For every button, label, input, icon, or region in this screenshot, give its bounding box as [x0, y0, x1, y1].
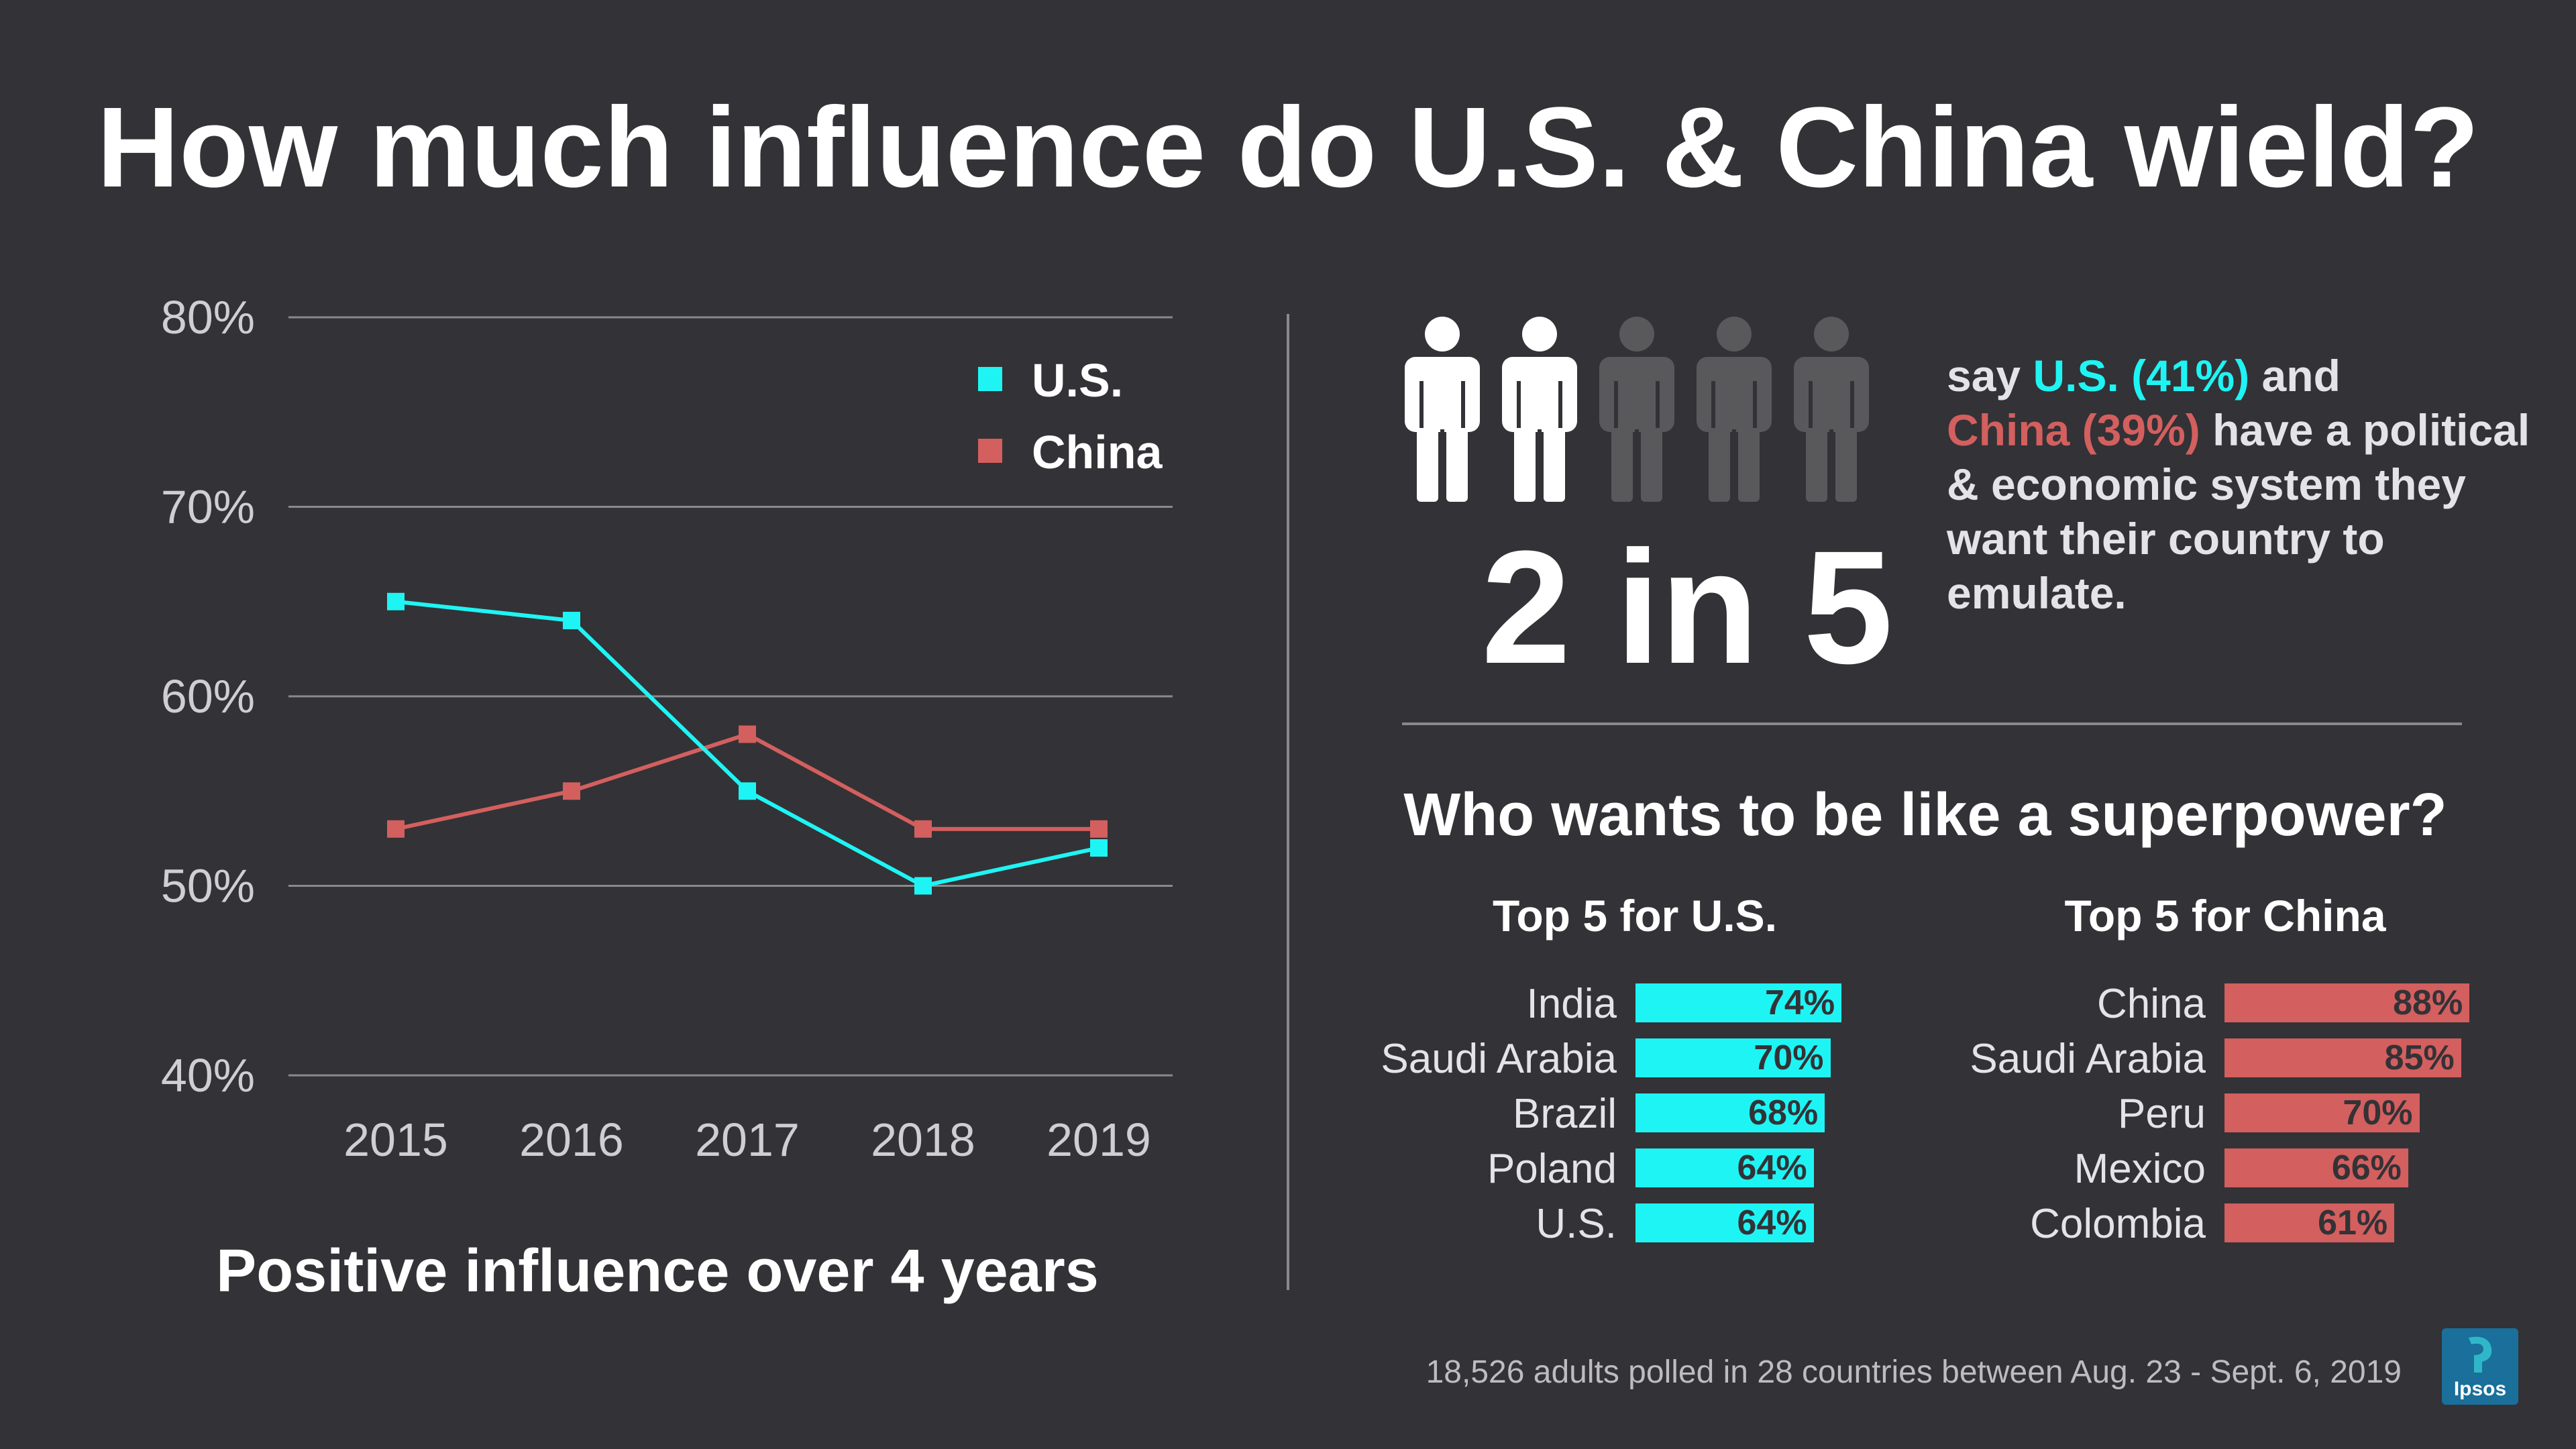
china-bar: 88%: [2224, 983, 2470, 1022]
person-icon: [1597, 315, 1677, 503]
data-point-us: [914, 877, 932, 895]
us-top5-title: Top 5 for U.S.: [1492, 891, 1778, 941]
x-tick-label: 2018: [871, 1114, 975, 1166]
china-bar-label: Mexico: [2074, 1146, 2206, 1192]
us-bar-value: 70%: [1754, 1038, 1824, 1077]
person-icon: [1402, 315, 1483, 503]
china-top5-title: Top 5 for China: [2064, 891, 2386, 941]
series-line-china: [395, 732, 1099, 831]
us-bar-value: 68%: [1748, 1093, 1819, 1132]
x-tick-label: 2016: [519, 1114, 624, 1166]
stat-us-share: U.S. (41%): [2033, 351, 2250, 400]
data-point-us: [1090, 839, 1108, 857]
legend-label: China: [1032, 426, 1163, 478]
us-bar-label: Poland: [1487, 1146, 1617, 1192]
person-icon: [1694, 315, 1774, 503]
ipsos-logo: Ipsos: [2442, 1328, 2518, 1405]
y-tick-label: 50%: [161, 860, 255, 912]
x-tick-label: 2015: [343, 1114, 448, 1166]
us-bar: 64%: [1635, 1203, 1814, 1242]
us-bar-label: Saudi Arabia: [1381, 1036, 1617, 1082]
stat-and: and: [2249, 351, 2341, 400]
china-bar: 85%: [2224, 1038, 2461, 1077]
logo-mark-icon: [2469, 1336, 2492, 1373]
y-tick-label: 40%: [161, 1049, 255, 1102]
us-bar-value: 74%: [1765, 983, 1835, 1022]
vertical-divider: [1287, 314, 1289, 1290]
china-bar-label: Colombia: [2030, 1201, 2206, 1247]
y-tick-label: 80%: [161, 291, 255, 343]
us-bar-value: 64%: [1737, 1203, 1807, 1242]
y-tick-label: 70%: [161, 481, 255, 533]
line-chart: 40% 50% 60% 70% 80% 2015 2016 2017 2018 2019 U.S. C…: [161, 291, 1173, 1166]
us-bar: 68%: [1635, 1093, 1825, 1132]
data-point-us: [563, 612, 580, 629]
us-bar: 74%: [1635, 983, 1842, 1022]
stat-rest: have a political & economic system they …: [1947, 405, 2530, 618]
legend-label: U.S.: [1032, 354, 1123, 407]
y-tick-label: 60%: [161, 670, 255, 722]
china-bar-label: China: [2097, 981, 2206, 1027]
data-point-us: [739, 782, 756, 800]
person-icon: [1791, 315, 1872, 503]
legend-swatch: [978, 367, 1002, 391]
china-bar-label: Saudi Arabia: [1970, 1036, 2206, 1082]
china-bar-value: 88%: [2393, 983, 2463, 1022]
horizontal-divider: [1402, 722, 2462, 725]
person-icon: [1499, 315, 1580, 503]
us-bar-value: 64%: [1737, 1148, 1807, 1187]
stat-headline: 2 in 5: [1481, 517, 1893, 697]
china-bar-value: 61%: [2318, 1203, 2388, 1242]
china-bar-value: 85%: [2384, 1038, 2455, 1077]
superpower-title: Who wants to be like a superpower?: [1403, 782, 2447, 849]
us-bar-label: India: [1526, 981, 1617, 1027]
footnote: 18,526 adults polled in 28 countries bet…: [1426, 1354, 2402, 1390]
line-chart-title: Positive influence over 4 years: [216, 1238, 1099, 1305]
legend-swatch: [978, 439, 1002, 463]
stat-description: say U.S. (41%) and China (39%) have a po…: [1947, 349, 2551, 621]
china-bar-label: Peru: [2118, 1091, 2206, 1137]
us-bar: 64%: [1635, 1148, 1814, 1187]
data-point-china: [387, 820, 405, 838]
data-point-us: [387, 592, 405, 610]
china-bar: 61%: [2224, 1203, 2395, 1242]
stat-china-share: China (39%): [1947, 405, 2200, 455]
x-tick-label: 2019: [1046, 1114, 1151, 1166]
china-bar-value: 66%: [2331, 1148, 2402, 1187]
us-bar: 70%: [1635, 1038, 1831, 1077]
us-bar-label: U.S.: [1536, 1201, 1617, 1247]
data-point-china: [1090, 820, 1108, 838]
logo-text: Ipsos: [2453, 1378, 2507, 1400]
data-point-china: [563, 782, 580, 800]
series-line-us: [395, 599, 1099, 888]
us-bar-label: Brazil: [1512, 1091, 1617, 1137]
x-tick-label: 2017: [695, 1114, 800, 1166]
data-point-china: [914, 820, 932, 838]
china-bar: 66%: [2224, 1148, 2408, 1187]
china-bar: 70%: [2224, 1093, 2420, 1132]
stat-say: say: [1947, 351, 2033, 400]
data-point-china: [739, 725, 756, 743]
china-bar-value: 70%: [2343, 1093, 2413, 1132]
page-title: How much influence do U.S. & China wield…: [97, 84, 2479, 211]
